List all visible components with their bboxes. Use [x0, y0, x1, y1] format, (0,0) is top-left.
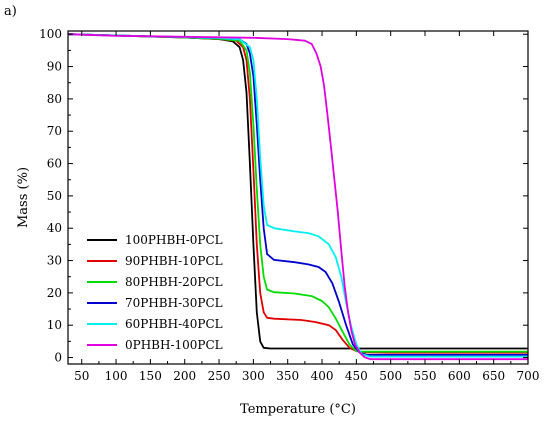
x-tick-label: 100 [105, 369, 128, 383]
x-tick-label: 450 [345, 369, 368, 383]
x-tick-label: 500 [379, 369, 402, 383]
x-tick-label: 400 [311, 369, 334, 383]
y-tick-label: 70 [47, 124, 62, 138]
series-line-6 [68, 33, 528, 361]
y-tick-label: 90 [47, 60, 62, 74]
legend-label-1: 100PHBH-0PCL [125, 233, 223, 247]
y-tick-label: 30 [47, 254, 62, 268]
y-axis-title: Mass (%) [16, 167, 31, 228]
y-tick-label: 100 [39, 27, 62, 41]
x-tick-label: 550 [414, 369, 437, 383]
panel-label: a) [4, 4, 17, 19]
x-tick-label: 150 [139, 369, 162, 383]
y-tick-label: 50 [47, 189, 62, 203]
x-tick-label: 650 [482, 369, 505, 383]
legend-label-4: 70PHBH-30PCL [125, 296, 223, 310]
legend-label-5: 60PHBH-40PCL [125, 317, 223, 331]
legend-label-6: 0PHBH-100PCL [125, 338, 223, 352]
x-tick-label: 300 [242, 369, 265, 383]
y-tick-label: 60 [47, 157, 62, 171]
y-tick-label: 80 [47, 92, 62, 106]
y-tick-label: 40 [47, 221, 62, 235]
x-tick-label: 350 [276, 369, 299, 383]
legend-label-2: 90PHBH-10PCL [125, 254, 223, 268]
x-axis-title: Temperature (°C) [240, 402, 356, 417]
legend-label-3: 80PHBH-20PCL [125, 275, 223, 289]
x-tick-label: 250 [208, 369, 231, 383]
x-tick-label: 600 [448, 369, 471, 383]
plot-frame [67, 30, 529, 365]
y-tick-label: 0 [54, 351, 62, 365]
x-tick-label: 700 [517, 369, 540, 383]
y-tick-label: 10 [47, 318, 62, 332]
y-tick-label: 20 [47, 286, 62, 300]
x-tick-label: 200 [173, 369, 196, 383]
x-tick-label: 50 [74, 369, 89, 383]
series-line-3 [68, 33, 528, 353]
